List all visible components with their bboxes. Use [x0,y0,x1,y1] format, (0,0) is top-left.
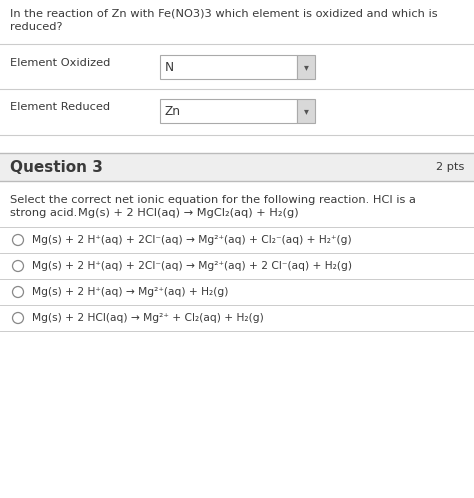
Text: Question 3: Question 3 [10,159,103,174]
Bar [160,55,297,79]
Circle shape [12,235,24,246]
Text: Zn: Zn [165,105,181,118]
Bar [297,99,315,123]
Text: Mg(s) + 2 HCl(aq) → MgCl₂(aq) + H₂(g): Mg(s) + 2 HCl(aq) → MgCl₂(aq) + H₂(g) [78,208,299,218]
Bar [297,55,315,79]
Bar [160,99,297,123]
Text: Mg(s) + 2 H⁺(aq) + 2Cl⁻(aq) → Mg²⁺(aq) + Cl₂⁻(aq) + H₂⁺(g): Mg(s) + 2 H⁺(aq) + 2Cl⁻(aq) → Mg²⁺(aq) +… [32,235,352,245]
Text: reduced?: reduced? [10,22,63,32]
Text: N: N [165,60,174,74]
Text: Mg(s) + 2 H⁺(aq) → Mg²⁺(aq) + H₂(g): Mg(s) + 2 H⁺(aq) → Mg²⁺(aq) + H₂(g) [32,287,228,297]
Text: Mg(s) + 2 H⁺(aq) + 2Cl⁻(aq) → Mg²⁺(aq) + 2 Cl⁻(aq) + H₂(g): Mg(s) + 2 H⁺(aq) + 2Cl⁻(aq) → Mg²⁺(aq) +… [32,261,352,271]
Text: ▾: ▾ [303,106,309,116]
Text: Select the correct net ionic equation for the following reaction. HCl is a: Select the correct net ionic equation fo… [10,195,416,205]
Text: Element Reduced: Element Reduced [10,102,110,112]
Text: In the reaction of Zn with Fe(NO3)3 which element is oxidized and which is: In the reaction of Zn with Fe(NO3)3 whic… [10,8,438,18]
Bar [0,153,474,181]
Text: Mg(s) + 2 HCl(aq) → Mg²⁺ + Cl₂(aq) + H₂(g): Mg(s) + 2 HCl(aq) → Mg²⁺ + Cl₂(aq) + H₂(… [32,313,264,323]
Circle shape [12,313,24,324]
Text: strong acid.: strong acid. [10,208,77,218]
Text: 2 pts: 2 pts [436,162,464,172]
Circle shape [12,286,24,297]
Text: ▾: ▾ [303,62,309,72]
Text: Element Oxidized: Element Oxidized [10,58,110,68]
Circle shape [12,260,24,271]
